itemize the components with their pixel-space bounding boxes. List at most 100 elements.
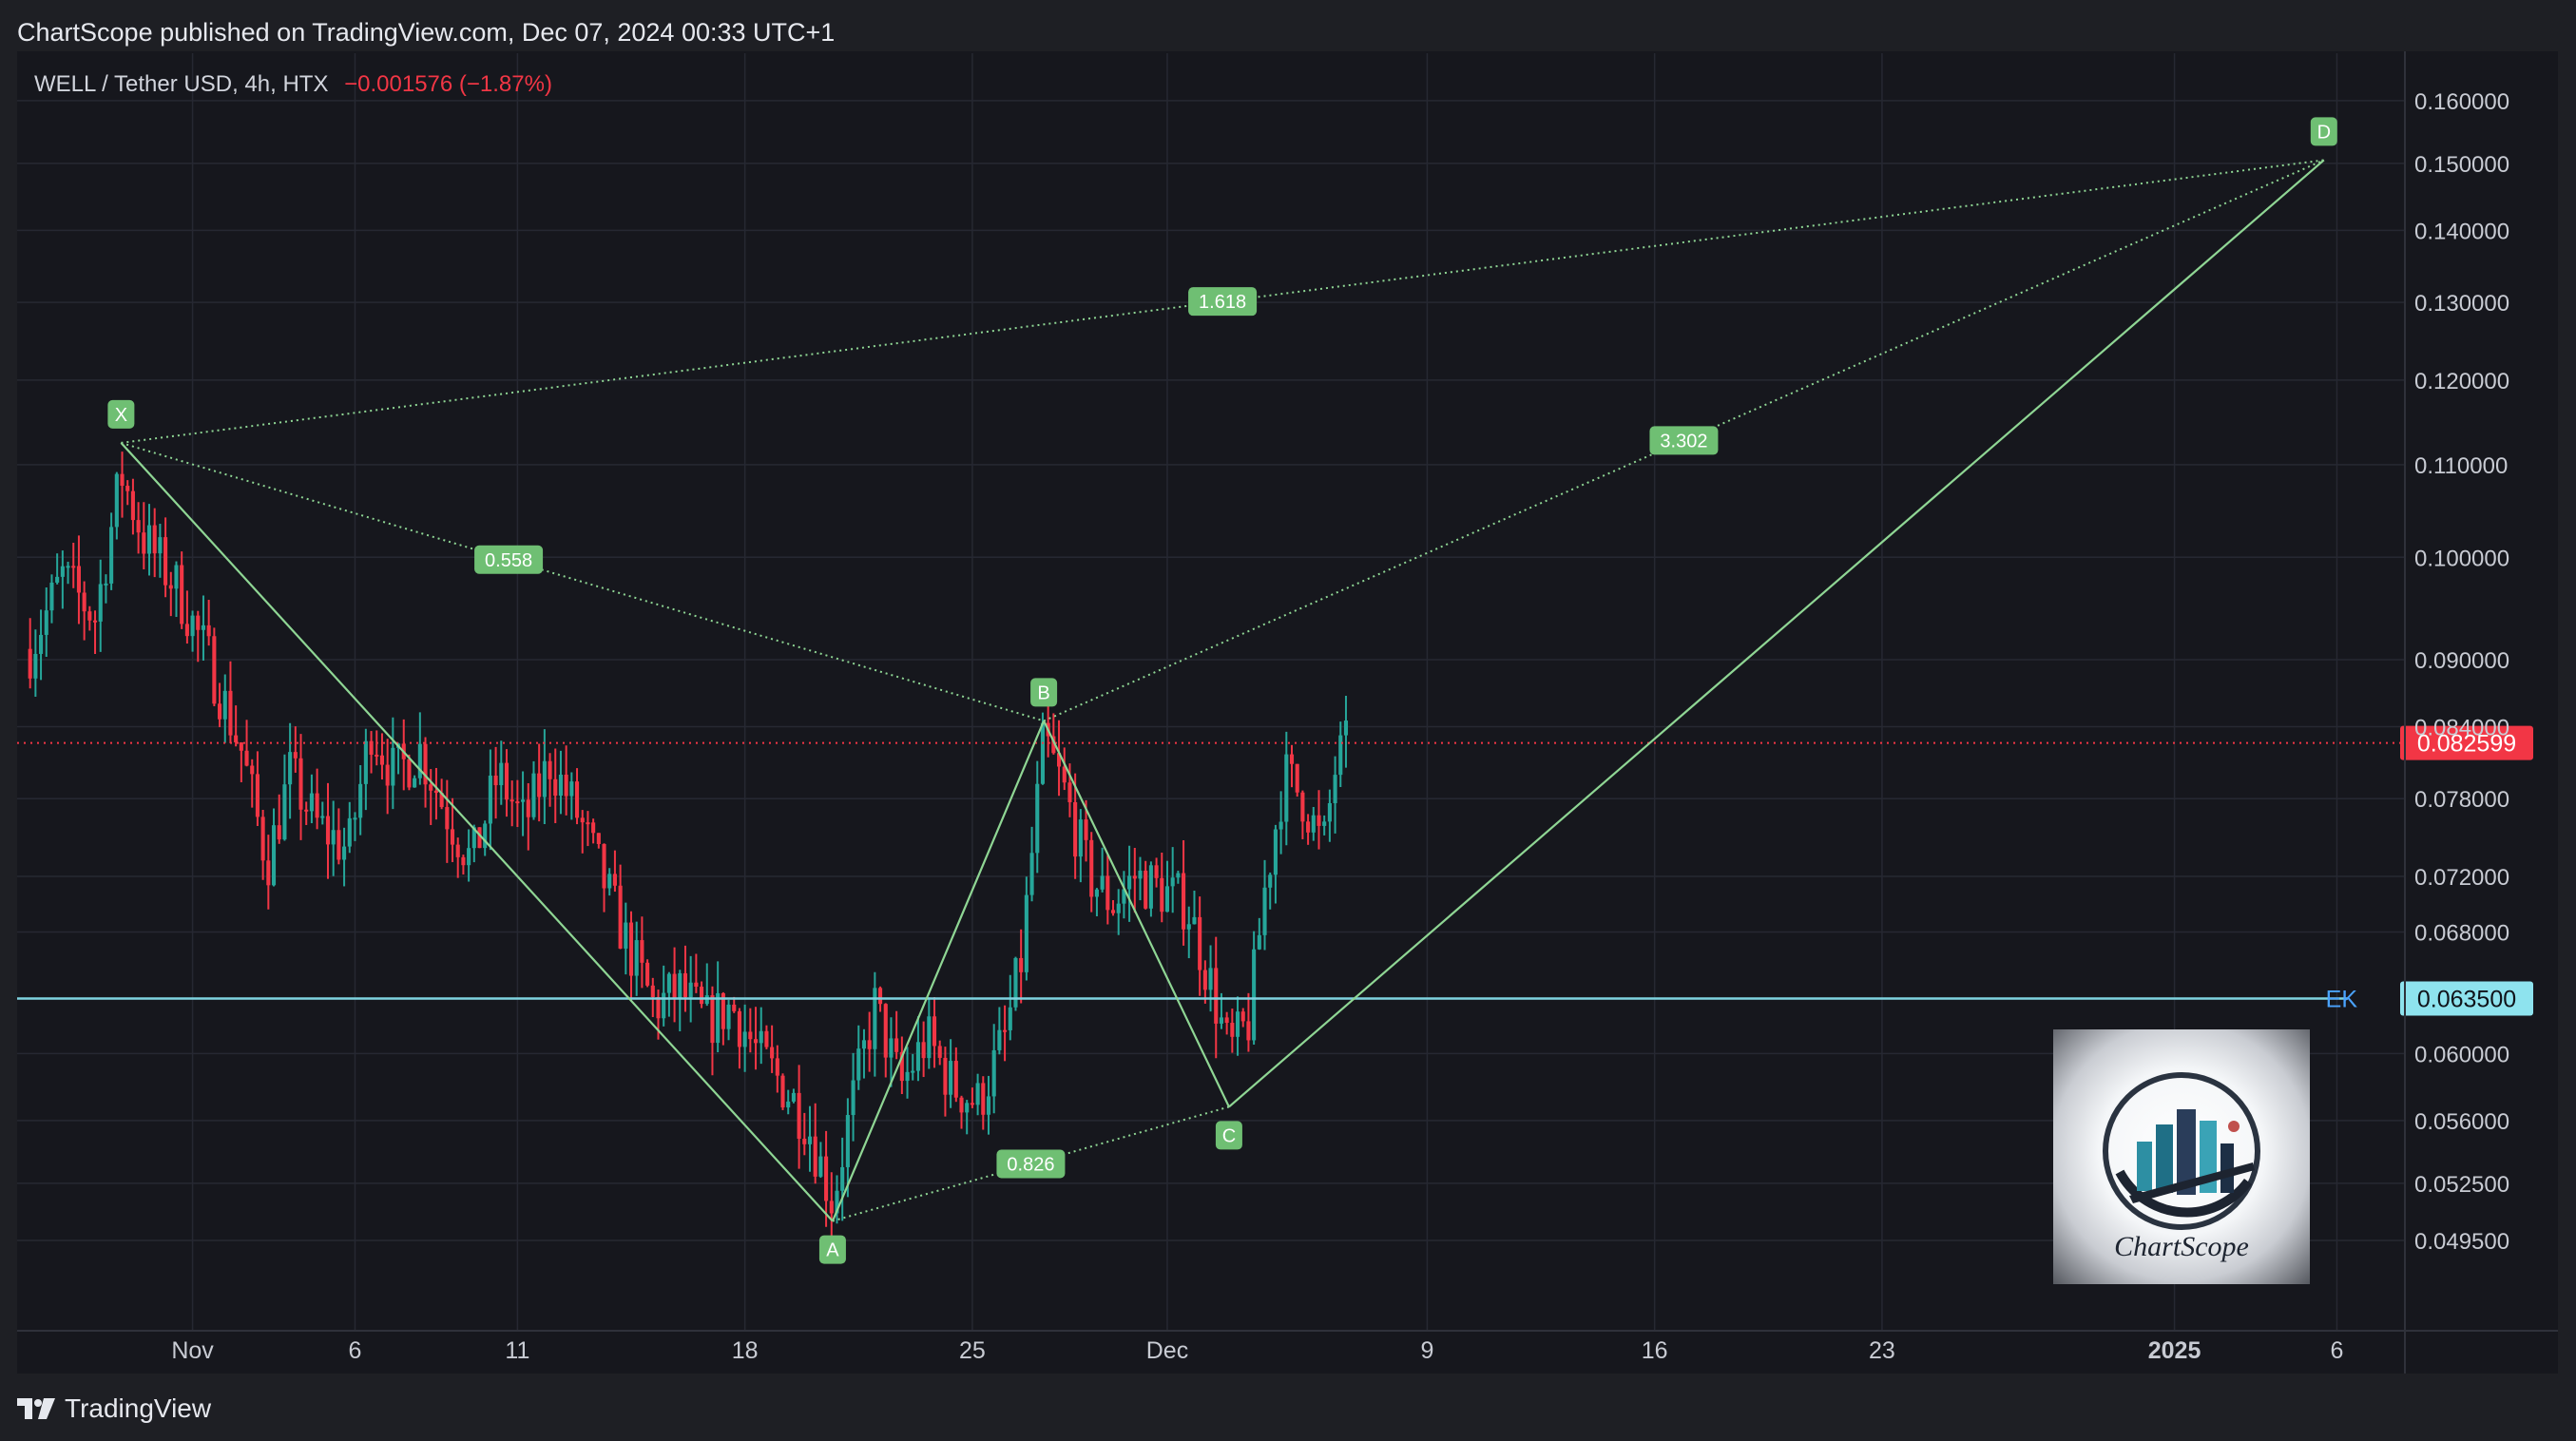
candle-body: [250, 765, 255, 775]
candle-body: [716, 992, 721, 1044]
candle-body: [997, 1029, 1002, 1050]
candle-body: [304, 809, 309, 812]
candle-body: [672, 973, 677, 1000]
candle-body: [228, 690, 233, 736]
y-tick-label: 0.078000: [2414, 787, 2509, 813]
candle-body: [488, 775, 492, 824]
candle-body: [293, 752, 298, 759]
candle-body: [1035, 783, 1040, 854]
candle-body: [152, 525, 157, 554]
candle-body: [607, 874, 612, 889]
candlestick-series: [28, 452, 1349, 1242]
candle-body: [1219, 1017, 1224, 1024]
x-tick-label: 16: [1642, 1337, 1668, 1364]
candle-body: [780, 1075, 785, 1108]
grid-lines: [17, 53, 2405, 1331]
point-label: D: [2317, 122, 2331, 143]
candle-body: [526, 799, 530, 817]
xabcd-pattern: 0.558 0.826 1.618 3.302 X A B C D: [107, 117, 2337, 1264]
candle-body: [949, 1061, 953, 1095]
symbol-legend[interactable]: WELL / Tether USD, 4h, HTX −0.001576 (−1…: [34, 68, 552, 101]
candle-body: [483, 823, 488, 849]
candle-body: [666, 973, 671, 993]
candle-body: [92, 620, 98, 623]
candle-body: [298, 758, 303, 810]
candle-body: [840, 1166, 845, 1191]
x-tick-label: 25: [959, 1337, 986, 1364]
candle-body: [813, 1136, 817, 1177]
candle-body: [759, 1030, 763, 1044]
candle-body: [391, 747, 395, 786]
tradingview-footer[interactable]: TradingView: [17, 1390, 211, 1428]
candle-body: [1343, 720, 1349, 736]
candle-body: [413, 778, 417, 788]
chartscope-logo: ChartScope: [2053, 1029, 2310, 1284]
y-tick-label: 0.100000: [2414, 546, 2509, 571]
candle-body: [196, 615, 201, 630]
x-tick-label: 11: [505, 1337, 529, 1364]
candle-body: [260, 817, 265, 861]
candle-body: [1284, 754, 1289, 822]
candle-body: [277, 825, 281, 840]
candle-body: [190, 615, 195, 637]
candle-body: [1024, 894, 1028, 972]
point-badge: [1215, 1121, 1242, 1150]
pattern-leg: [1228, 159, 2325, 1108]
candle-body: [60, 566, 65, 577]
candle-body: [1252, 949, 1257, 1041]
candle-body: [87, 611, 92, 621]
y-tick-label: 0.056000: [2414, 1109, 2509, 1135]
candle-body: [726, 1004, 731, 1029]
pattern-leg: [120, 442, 834, 1222]
candle-body: [1013, 957, 1018, 1008]
candle-body: [325, 816, 331, 845]
candle-body: [1160, 877, 1164, 913]
candle-body: [943, 1057, 948, 1095]
ratio-badge: [996, 1149, 1066, 1179]
ratio-badge: [1188, 287, 1258, 317]
candle-body: [737, 1010, 741, 1047]
ratio-label: 3.302: [1660, 431, 1707, 452]
candle-body: [965, 1103, 970, 1113]
horizontal-levels: 0.082599 EK 0.063500: [17, 725, 2533, 1016]
candle-body: [959, 1097, 964, 1113]
candle-body: [878, 988, 883, 1005]
candle-body: [1257, 934, 1261, 950]
candle-body: [856, 1048, 861, 1081]
candle-body: [1230, 1023, 1235, 1037]
candle-body: [537, 773, 542, 797]
candle-body: [433, 790, 438, 794]
candle-body: [385, 764, 390, 786]
y-tick-label: 0.130000: [2414, 291, 2509, 317]
level-label: 0.063500: [2417, 986, 2516, 1012]
candle-body: [710, 995, 715, 1044]
candle-body: [142, 532, 146, 554]
candle-body: [1327, 802, 1332, 822]
candle-body: [1105, 875, 1110, 911]
candle-body: [168, 585, 173, 589]
candle-body: [694, 982, 699, 988]
candle-body: [991, 1049, 996, 1097]
candle-body: [1182, 873, 1186, 930]
candle-body: [1214, 968, 1219, 1024]
candle-body: [905, 1071, 910, 1082]
candle-body: [1224, 1017, 1229, 1024]
logo-text: ChartScope: [2114, 1231, 2249, 1262]
candle-body: [1094, 889, 1099, 897]
candle-body: [493, 775, 498, 786]
candle-body: [775, 1058, 779, 1076]
candle-body: [234, 735, 239, 743]
symbol-name: WELL / Tether USD, 4h, HTX: [34, 71, 329, 97]
candle-body: [218, 703, 222, 720]
candle-body: [1235, 1011, 1240, 1037]
candle-body: [1240, 1011, 1245, 1022]
candle-body: [450, 829, 455, 845]
point-label: A: [826, 1240, 839, 1261]
ratio-line: [121, 441, 1045, 722]
candle-body: [835, 1190, 839, 1214]
ratio-badge: [474, 545, 544, 574]
ratio-label: 1.618: [1199, 292, 1246, 313]
candle-body: [521, 799, 526, 802]
candle-body: [174, 565, 179, 589]
